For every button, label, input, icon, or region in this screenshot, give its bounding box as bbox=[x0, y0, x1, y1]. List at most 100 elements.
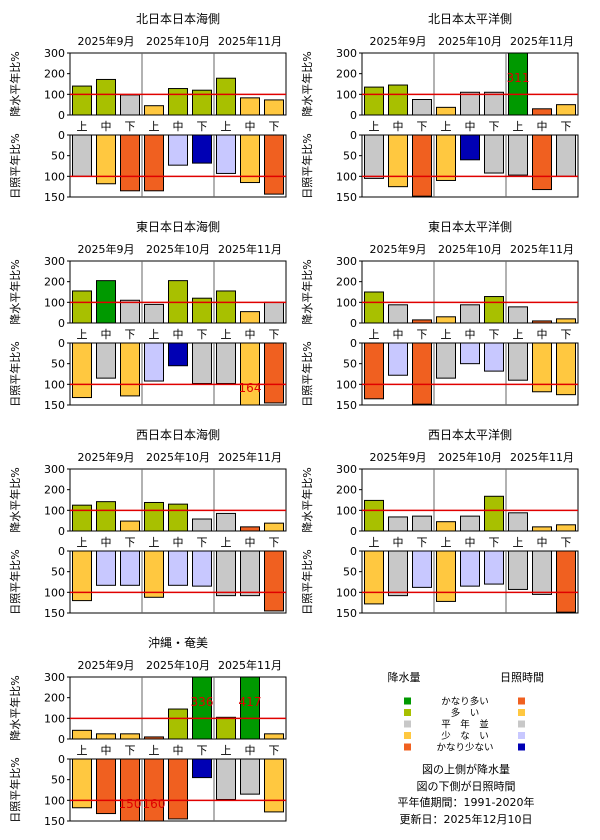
precip-bar bbox=[120, 520, 140, 532]
precip-bar bbox=[388, 304, 408, 324]
chart-title: 沖縄・奄美 bbox=[148, 635, 208, 650]
month-label: 2025年9月 bbox=[78, 242, 135, 256]
dekad-label: 下 bbox=[561, 328, 572, 341]
sun-bar bbox=[532, 134, 552, 191]
precip-overflow-label: 417 bbox=[239, 695, 262, 709]
sun-bar bbox=[508, 134, 528, 176]
dekad-label: 上 bbox=[441, 120, 452, 133]
sun-bar bbox=[388, 550, 408, 597]
sun-bar bbox=[364, 134, 384, 179]
sun-tick-label: 0 bbox=[350, 337, 357, 350]
precip-bar bbox=[96, 501, 116, 532]
sun-tick-label: 50 bbox=[343, 566, 357, 579]
legend-sun-swatch bbox=[518, 720, 525, 728]
precip-tick-label: 300 bbox=[44, 47, 65, 60]
precip-bar bbox=[240, 311, 260, 324]
legend-precip-swatch bbox=[404, 720, 411, 728]
sun-bar bbox=[484, 342, 504, 372]
dekad-label: 上 bbox=[149, 536, 160, 549]
dekad-label: 下 bbox=[417, 120, 428, 133]
precip-bar bbox=[72, 290, 92, 324]
sun-bar bbox=[412, 134, 432, 197]
sun-bar bbox=[388, 342, 408, 376]
precip-bar bbox=[168, 88, 188, 116]
legend-class-label: かなり少ない bbox=[436, 743, 493, 754]
sun-bar bbox=[120, 550, 140, 586]
legend-precip-swatch bbox=[404, 697, 411, 705]
sun-bar bbox=[412, 550, 432, 588]
chart-title: 西日本日本海側 bbox=[136, 427, 220, 442]
dekad-label: 下 bbox=[417, 328, 428, 341]
sun-frame bbox=[69, 342, 287, 406]
sun-bar bbox=[508, 550, 528, 590]
precip-bar bbox=[192, 518, 212, 532]
dekad-label: 上 bbox=[513, 328, 524, 341]
dekad-label: 中 bbox=[245, 328, 256, 341]
precip-bar bbox=[96, 78, 116, 116]
sun-overflow-label: 150 bbox=[119, 797, 142, 811]
dekad-label: 上 bbox=[441, 328, 452, 341]
sun-bar bbox=[168, 342, 188, 367]
sun-bar bbox=[96, 342, 116, 379]
legend-note-updated: 更新日：2025年12月10日 bbox=[400, 812, 533, 826]
precip-bar bbox=[72, 504, 92, 532]
sun-bar bbox=[216, 758, 236, 801]
precip-bar bbox=[96, 733, 116, 740]
dekad-label: 中 bbox=[101, 536, 112, 549]
sun-ylabel: 日照平年比% bbox=[8, 757, 22, 822]
sun-bar bbox=[460, 134, 480, 161]
precip-bar bbox=[484, 296, 504, 324]
month-label: 2025年9月 bbox=[370, 34, 427, 48]
sun-tick-label: 50 bbox=[343, 358, 357, 371]
precip-tick-label: 200 bbox=[336, 276, 357, 289]
precip-tick-label: 0 bbox=[350, 317, 357, 330]
dekad-label: 上 bbox=[369, 120, 380, 133]
dekad-label: 上 bbox=[513, 120, 524, 133]
chart-title: 北日本日本海側 bbox=[136, 11, 220, 26]
sun-bar bbox=[240, 342, 260, 406]
sun-ylabel: 日照平年比% bbox=[8, 133, 22, 198]
precip-bar bbox=[508, 306, 528, 324]
dekad-label: 中 bbox=[245, 744, 256, 757]
precip-tick-label: 100 bbox=[336, 504, 357, 517]
sun-bar bbox=[532, 550, 552, 595]
dekad-label: 上 bbox=[221, 120, 232, 133]
dekad-label: 上 bbox=[221, 536, 232, 549]
sun-tick-label: 150 bbox=[336, 191, 357, 204]
precip-bar bbox=[484, 91, 504, 116]
dekad-label: 中 bbox=[393, 120, 404, 133]
precip-bar bbox=[264, 522, 284, 532]
sun-bar bbox=[240, 550, 260, 597]
sun-bar bbox=[120, 758, 140, 822]
precip-bar bbox=[120, 299, 140, 324]
sun-plot: 0 50 100 150 日照平年比% bbox=[300, 545, 579, 620]
dekad-label: 上 bbox=[77, 328, 88, 341]
sun-overflow-label: 164 bbox=[239, 381, 262, 395]
precip-plot: 0 100 200 300 336 417 降水平年比% bbox=[8, 671, 287, 746]
sun-bar bbox=[96, 758, 116, 815]
sun-tick-label: 100 bbox=[44, 794, 65, 807]
chart-panel: 沖縄・奄美 2025年9月 2025年10月 2025年11月 0 100 200 300 33… bbox=[8, 635, 287, 828]
sun-bar bbox=[216, 550, 236, 597]
precip-tick-label: 200 bbox=[44, 276, 65, 289]
sun-bar bbox=[192, 342, 212, 385]
precip-plot: 0 100 200 300 降水平年比% bbox=[300, 255, 579, 330]
precip-plot: 0 100 200 300 降水平年比% bbox=[8, 255, 287, 330]
precip-overflow-label: 311 bbox=[507, 71, 530, 85]
legend-precip-swatch bbox=[404, 743, 411, 751]
month-label: 2025年9月 bbox=[370, 242, 427, 256]
dekad-label: 下 bbox=[269, 120, 280, 133]
precip-frame bbox=[361, 260, 579, 324]
sun-bar bbox=[72, 550, 92, 602]
precip-bar bbox=[264, 733, 284, 740]
sun-bar bbox=[436, 134, 456, 181]
precip-plot: 0 100 200 300 降水平年比% bbox=[8, 47, 287, 122]
precip-tick-label: 0 bbox=[58, 109, 65, 122]
sun-bar bbox=[144, 758, 164, 822]
precip-bar bbox=[216, 512, 236, 532]
sun-frame bbox=[361, 550, 579, 614]
month-label: 2025年10月 bbox=[146, 658, 210, 672]
precip-frame bbox=[69, 468, 287, 532]
